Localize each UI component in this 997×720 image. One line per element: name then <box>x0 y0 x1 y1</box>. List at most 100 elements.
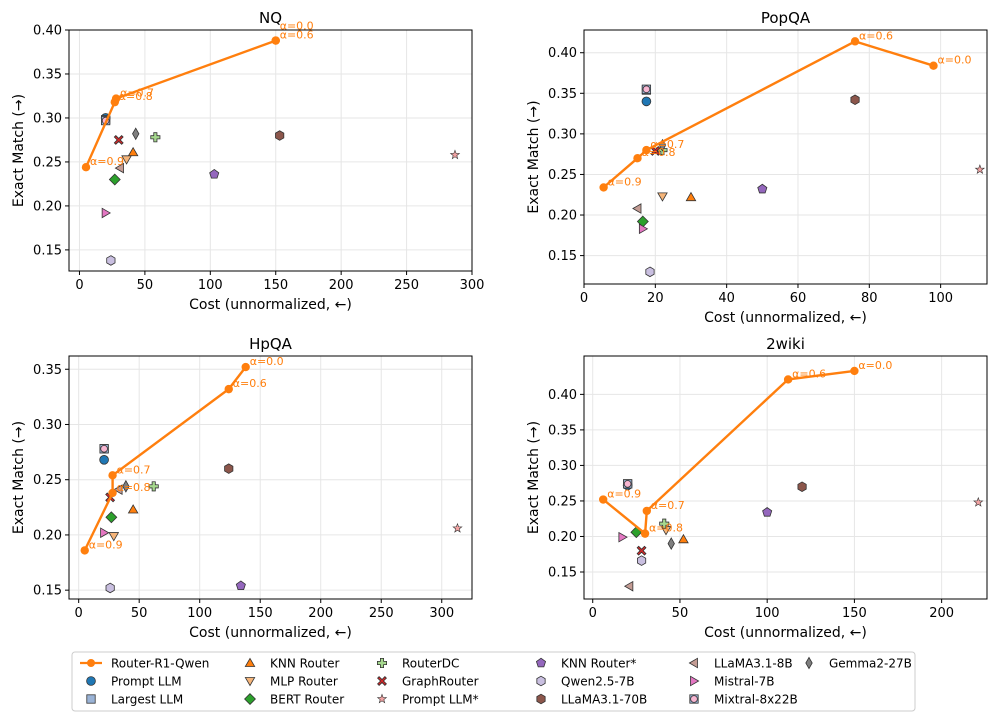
frontier-point <box>80 546 89 555</box>
point-bert <box>105 511 118 524</box>
point-qwen <box>106 255 116 266</box>
frontier-label: α=0.8 <box>119 90 153 103</box>
legend-marker-llama70 <box>536 693 546 705</box>
point-gemma <box>122 479 130 493</box>
point-llama70 <box>797 481 807 493</box>
y-tick-label: 0.30 <box>33 111 62 126</box>
frontier-point <box>850 37 860 46</box>
x-tick-label: 100 <box>198 278 223 293</box>
point-gemma <box>667 537 675 550</box>
point-mixtral <box>623 479 633 489</box>
frontier-point <box>640 529 650 538</box>
point-llama8 <box>623 580 634 592</box>
point-qwen <box>105 582 115 594</box>
legend-label: Mixtral-8x22B <box>714 693 798 707</box>
point-prompt <box>641 96 652 107</box>
x-tick-label: 200 <box>929 606 954 621</box>
plot-frame <box>68 355 473 600</box>
frontier-label: α=0.7 <box>651 499 685 512</box>
x-axis-label: Cost (unnormalized, ←) <box>704 625 867 641</box>
legend-marker-llama8 <box>688 657 698 669</box>
legend-marker-mlp <box>244 677 256 687</box>
frontier-label: α=0.8 <box>641 146 675 159</box>
point-graph <box>650 145 661 156</box>
x-axis-label: Cost (unnormalized, ←) <box>189 297 352 313</box>
point-knn <box>685 191 697 202</box>
legend-marker-gemma <box>805 656 813 670</box>
y-tick-label: 0.40 <box>33 24 62 39</box>
legend-label: GraphRouter <box>402 675 479 689</box>
y-axis-label: Exact Match (→) <box>526 421 542 534</box>
panel-title: 2wiki <box>766 335 805 353</box>
point-promptstar <box>974 164 986 175</box>
x-tick-label: 250 <box>369 606 394 621</box>
point-llama70 <box>850 94 860 106</box>
panel-title: PopQA <box>761 9 811 27</box>
point-mistral7 <box>101 207 112 219</box>
plot-frame <box>68 29 473 272</box>
frontier-label: α=0.0 <box>280 20 314 33</box>
y-tick-label: 0.30 <box>548 459 577 474</box>
legend-marker-graph <box>377 676 387 686</box>
frontier-point <box>241 362 250 372</box>
point-routerdc <box>148 481 159 492</box>
plot-frame <box>583 355 988 600</box>
legend-label: LLaMA3.1-8B <box>714 657 793 671</box>
x-tick-label: 0 <box>580 291 588 306</box>
frontier-label: α=0.7 <box>120 87 154 100</box>
legend-label: Prompt LLM <box>111 675 182 689</box>
frontier-point <box>850 366 859 376</box>
point-knnstar <box>235 580 246 591</box>
point-mlp <box>108 532 120 542</box>
point-gemma <box>132 127 140 141</box>
panel-title: NQ <box>259 9 282 27</box>
point-routerdc <box>659 518 670 529</box>
frontier-point <box>633 154 642 163</box>
point-llama8 <box>114 162 124 174</box>
x-tick-label: 0 <box>75 278 83 293</box>
legend-marker-mistral7 <box>690 675 700 687</box>
legend-dot <box>87 659 95 667</box>
y-axis-label: Exact Match (→) <box>526 100 542 213</box>
x-tick-label: 150 <box>842 606 867 621</box>
y-tick-label: 0.30 <box>33 418 62 433</box>
x-tick-label: 100 <box>187 606 212 621</box>
legend-marker-bert <box>244 693 256 705</box>
legend-marker-routerdc <box>376 658 388 668</box>
x-axis-label: Cost (unnormalized, ←) <box>704 310 867 326</box>
y-tick-label: 0.15 <box>548 249 577 264</box>
x-tick-label: 300 <box>460 278 485 293</box>
y-tick-label: 0.30 <box>548 127 577 142</box>
legend-marker-promptstar <box>376 693 388 704</box>
point-mlp <box>121 155 132 165</box>
frontier-line <box>83 366 247 551</box>
frontier-label: α=0.8 <box>117 481 151 494</box>
legend-label: RouterDC <box>402 657 459 671</box>
point-promptstar <box>452 522 463 533</box>
frontier-label: α=0.0 <box>250 355 284 368</box>
point-mistral7 <box>618 531 628 543</box>
point-knnstar <box>209 168 220 179</box>
x-tick-label: 150 <box>248 606 273 621</box>
frontier-point <box>271 36 280 45</box>
y-tick-label: 0.20 <box>33 528 62 543</box>
legend-label: KNN Router* <box>561 657 636 671</box>
legend-label: MLP Router <box>270 675 338 689</box>
frontier-label: α=0.6 <box>859 29 893 42</box>
legend-label: Largest LLM <box>111 693 183 707</box>
x-tick-label: 80 <box>861 291 878 306</box>
frontier-point <box>598 495 608 504</box>
point-llama70 <box>275 130 285 141</box>
y-tick-label: 0.35 <box>33 363 62 378</box>
panel-nq: 0 50 100 150 200 250 300 0.15 0.20 0.25 0.30 0.35 0.… <box>11 9 484 313</box>
y-tick-label: 0.20 <box>33 199 62 214</box>
frontier-label: α=0.9 <box>608 175 642 188</box>
frontier-line <box>602 40 934 189</box>
y-tick-label: 0.25 <box>33 473 62 488</box>
y-tick-label: 0.25 <box>548 494 577 509</box>
frontier-point <box>111 94 121 103</box>
point-routerdc <box>150 132 161 143</box>
panel-2wiki: 0 50 100 150 200 0.15 0.20 0.25 0.30 0.35 0.40 2wik… <box>526 335 988 641</box>
legend-marker-mixtral <box>689 694 699 704</box>
